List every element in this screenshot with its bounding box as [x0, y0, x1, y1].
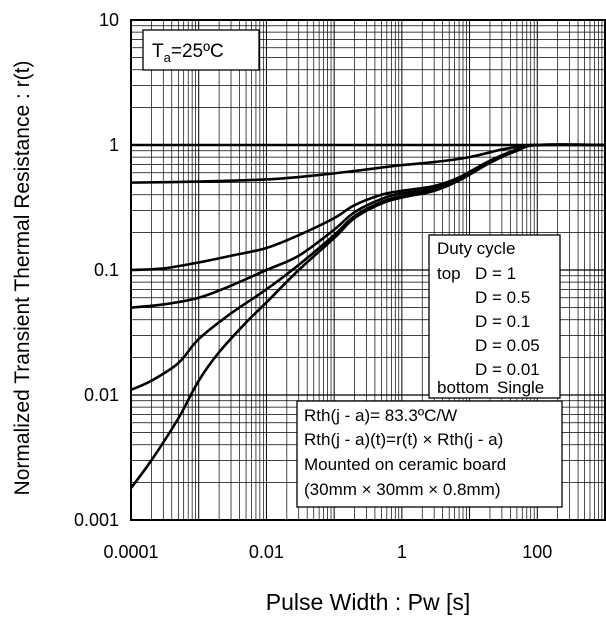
x-tick-label: 0.01 — [249, 542, 284, 562]
y-tick-label: 0.001 — [74, 510, 119, 530]
plot-frame — [130, 19, 606, 521]
legend-top-word: top — [437, 264, 461, 283]
note-rth: Rth(j - a)= 83.3ºC/W — [304, 406, 457, 425]
series-line-5 — [129, 143, 606, 489]
note-board-size: (30mm × 30mm × 0.8mm) — [304, 480, 501, 499]
y-tick-label: 0.01 — [84, 385, 119, 405]
svg-text:Ta=25ºC: Ta=25ºC — [152, 41, 224, 65]
legend-entry-d001: D = 0.01 — [475, 360, 540, 379]
y-tick-label: 10 — [99, 10, 119, 30]
legend-entry-d01: D = 0.1 — [475, 312, 530, 331]
note-mounted: Mounted on ceramic board — [304, 455, 506, 474]
ambient-subscript: a — [164, 50, 172, 65]
legend-entry-d05: D = 0.5 — [475, 288, 530, 307]
ambient-temperature-box: Ta=25ºC — [142, 29, 260, 71]
series-lines — [129, 143, 606, 489]
legend-bottom-word: bottom — [437, 378, 489, 397]
legend-entry-d1: D = 1 — [475, 264, 516, 283]
x-axis-label: Pulse Width : Pw [s] — [266, 589, 471, 615]
notes-box: Rth(j - a)= 83.3ºC/W Rth(j - a)(t)=r(t) … — [296, 400, 563, 508]
legend-entry-d005: D = 0.05 — [475, 336, 540, 355]
x-tick-labels: 0.0001 0.01 1 100 — [103, 542, 552, 562]
legend-entry-single: Single — [497, 378, 544, 397]
legend-title: Duty cycle — [437, 239, 515, 258]
x-tick-label: 1 — [397, 542, 407, 562]
y-tick-label: 0.1 — [94, 260, 119, 280]
y-tick-label: 1 — [109, 135, 119, 155]
legend: Duty cycle top D = 1 D = 0.5 D = 0.1 D =… — [428, 234, 561, 399]
y-axis-label: Normalized Transient Thermal Resistance … — [11, 61, 34, 496]
y-tick-labels: 10 1 0.1 0.01 0.001 — [74, 10, 119, 530]
note-rth-t: Rth(j - a)(t)=r(t) × Rth(j - a) — [304, 430, 503, 449]
x-tick-label: 100 — [522, 542, 552, 562]
x-tick-label: 0.0001 — [103, 542, 158, 562]
ambient-suffix: =25ºC — [171, 41, 224, 62]
ambient-prefix: T — [152, 41, 164, 62]
